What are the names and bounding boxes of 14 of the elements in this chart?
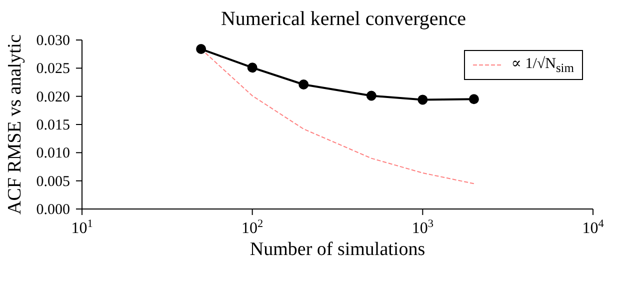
x-tick-label: 10$^{1}$ — [71, 218, 93, 237]
y-tick-label: 0.030 — [36, 33, 70, 49]
y-tick-label: 0.010 — [36, 146, 70, 162]
y-tick-label: 0.005 — [36, 174, 70, 190]
x-tick-label: 10$^{4}$ — [582, 218, 604, 237]
legend-label: ∝ 1/√N$_{sim}$ — [511, 55, 574, 76]
y-tick-label: 0.015 — [36, 118, 70, 134]
x-tick-label: 10$^{2}$ — [242, 218, 264, 237]
y-tick-label: 0.025 — [36, 61, 70, 78]
chart-title: Numerical kernel convergence — [220, 8, 468, 30]
y-tick-label: 0.000 — [36, 202, 70, 218]
y-tick-label: 0.020 — [36, 89, 70, 106]
x-tick-label: 10$^{3}$ — [412, 218, 434, 237]
x-axis-title: Number of simulations — [250, 239, 426, 260]
